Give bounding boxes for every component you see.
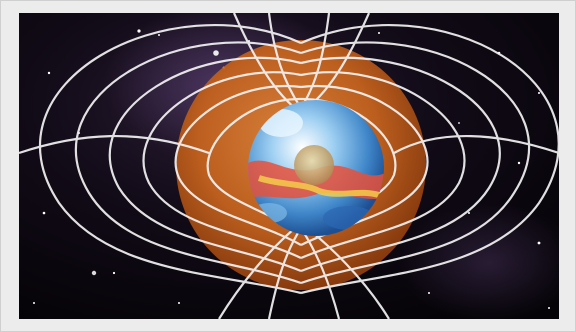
field-lines xyxy=(19,13,559,319)
magnetic-field-illustration xyxy=(19,13,559,319)
earth-core-globe xyxy=(248,100,384,236)
